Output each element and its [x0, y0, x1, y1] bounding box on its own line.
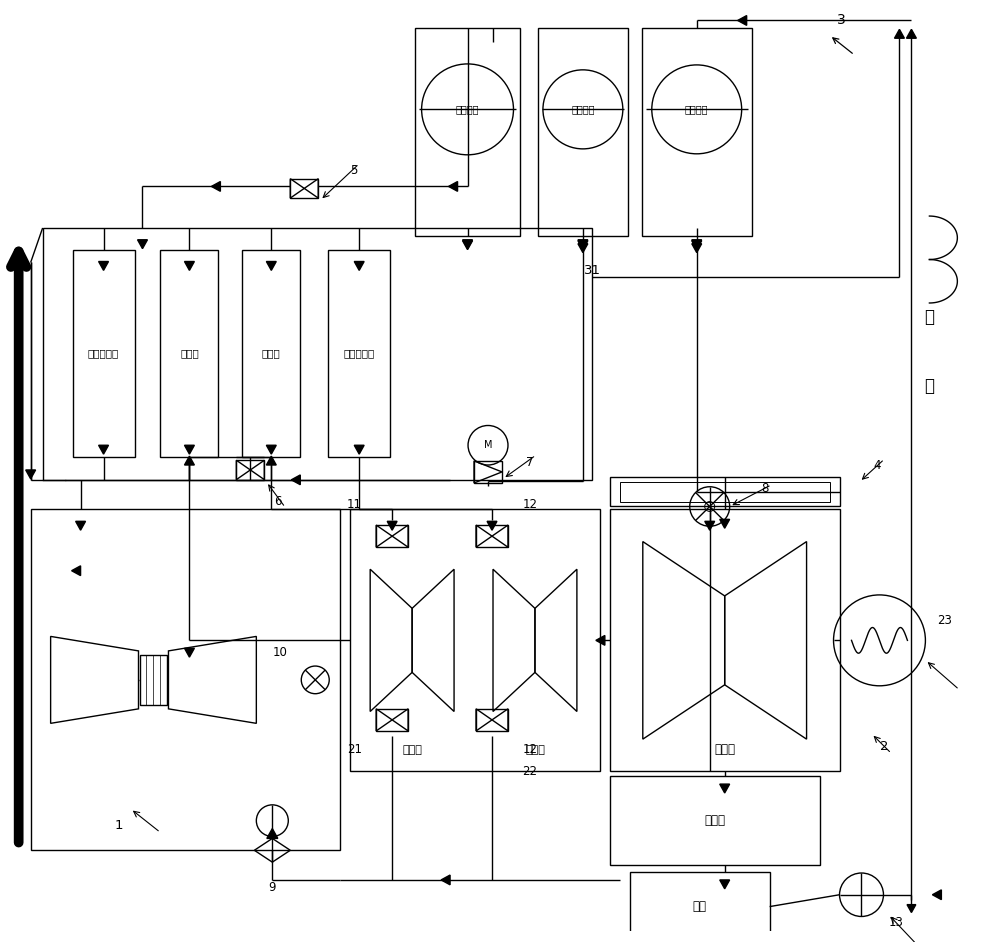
Text: 7: 7 [526, 456, 534, 468]
Text: 低压汽包: 低压汽包 [685, 105, 708, 114]
Text: 高压缸: 高压缸 [402, 744, 422, 755]
Bar [31, 510, 340, 851]
Text: 11: 11 [347, 498, 362, 511]
Bar [538, 28, 628, 236]
Text: 3: 3 [837, 13, 846, 27]
Bar [140, 656, 167, 705]
Polygon shape [692, 244, 702, 252]
Text: 4: 4 [874, 459, 881, 472]
Polygon shape [578, 244, 588, 252]
Text: 高压过热器: 高压过热器 [88, 349, 119, 358]
Polygon shape [895, 29, 904, 39]
Polygon shape [267, 829, 278, 838]
Polygon shape [266, 456, 276, 465]
Text: 热井: 热井 [693, 901, 707, 913]
Text: 中压汽包: 中压汽包 [571, 105, 595, 114]
Polygon shape [692, 241, 702, 250]
Text: 高压汽包: 高压汽包 [456, 105, 479, 114]
Text: 再热器: 再热器 [180, 349, 199, 358]
Text: 6: 6 [275, 495, 282, 508]
Bar [620, 481, 830, 501]
Polygon shape [906, 29, 916, 39]
Polygon shape [932, 890, 941, 900]
Polygon shape [578, 241, 588, 250]
Text: 12: 12 [522, 743, 537, 756]
Polygon shape [354, 446, 364, 454]
Bar [376, 708, 408, 731]
Polygon shape [99, 262, 108, 270]
Polygon shape [738, 16, 747, 25]
Text: 再热器: 再热器 [262, 349, 281, 358]
Text: 凝汽器: 凝汽器 [704, 814, 725, 827]
Text: 低压缸: 低压缸 [714, 743, 735, 756]
Text: 2: 2 [880, 740, 889, 753]
Bar [73, 250, 135, 457]
Text: 23: 23 [937, 614, 952, 627]
Text: 1: 1 [114, 820, 123, 832]
Bar [236, 461, 264, 479]
Text: 囱: 囱 [924, 377, 934, 395]
Polygon shape [441, 875, 450, 885]
Text: 8: 8 [761, 482, 768, 495]
Text: 31: 31 [584, 264, 601, 277]
Polygon shape [266, 262, 276, 270]
Text: 高压过热器: 高压过热器 [344, 349, 375, 358]
Text: M: M [484, 440, 492, 450]
Polygon shape [291, 475, 300, 485]
Text: 12: 12 [522, 498, 537, 511]
Bar [630, 872, 770, 941]
Polygon shape [463, 240, 472, 249]
Bar [476, 708, 508, 731]
Polygon shape [449, 182, 458, 191]
Bar [610, 510, 840, 771]
Polygon shape [184, 262, 194, 270]
Text: 中压缸: 中压缸 [525, 744, 545, 755]
Polygon shape [184, 456, 194, 465]
Polygon shape [692, 240, 702, 249]
Polygon shape [596, 636, 605, 645]
Polygon shape [720, 880, 730, 889]
Polygon shape [76, 521, 86, 530]
Polygon shape [354, 262, 364, 270]
Text: 21: 21 [347, 743, 362, 756]
Polygon shape [578, 240, 588, 249]
Polygon shape [387, 521, 397, 530]
Text: 13: 13 [889, 916, 904, 929]
Text: 9: 9 [269, 882, 276, 894]
Polygon shape [266, 446, 276, 454]
Polygon shape [211, 182, 220, 191]
Bar [476, 525, 508, 547]
Polygon shape [138, 240, 147, 249]
Polygon shape [99, 446, 108, 454]
Bar [642, 28, 752, 236]
Bar [350, 510, 600, 771]
Bar [160, 250, 218, 457]
Polygon shape [705, 521, 715, 530]
Bar [290, 179, 318, 198]
Bar [43, 228, 592, 479]
Bar [610, 477, 840, 507]
Text: 22: 22 [522, 765, 537, 778]
Text: 烟: 烟 [924, 308, 934, 326]
Polygon shape [26, 470, 36, 479]
Polygon shape [720, 784, 730, 793]
Bar [376, 525, 408, 547]
Bar [610, 776, 820, 865]
Polygon shape [184, 446, 194, 454]
Polygon shape [720, 519, 730, 528]
Polygon shape [907, 904, 916, 913]
Text: 10: 10 [273, 645, 288, 658]
Polygon shape [487, 521, 497, 530]
Bar [328, 250, 390, 457]
Bar [242, 250, 300, 457]
Polygon shape [184, 648, 194, 658]
Text: 5: 5 [351, 164, 358, 177]
Bar [474, 461, 502, 483]
Polygon shape [463, 241, 472, 250]
Bar [415, 28, 520, 236]
Polygon shape [72, 566, 81, 576]
